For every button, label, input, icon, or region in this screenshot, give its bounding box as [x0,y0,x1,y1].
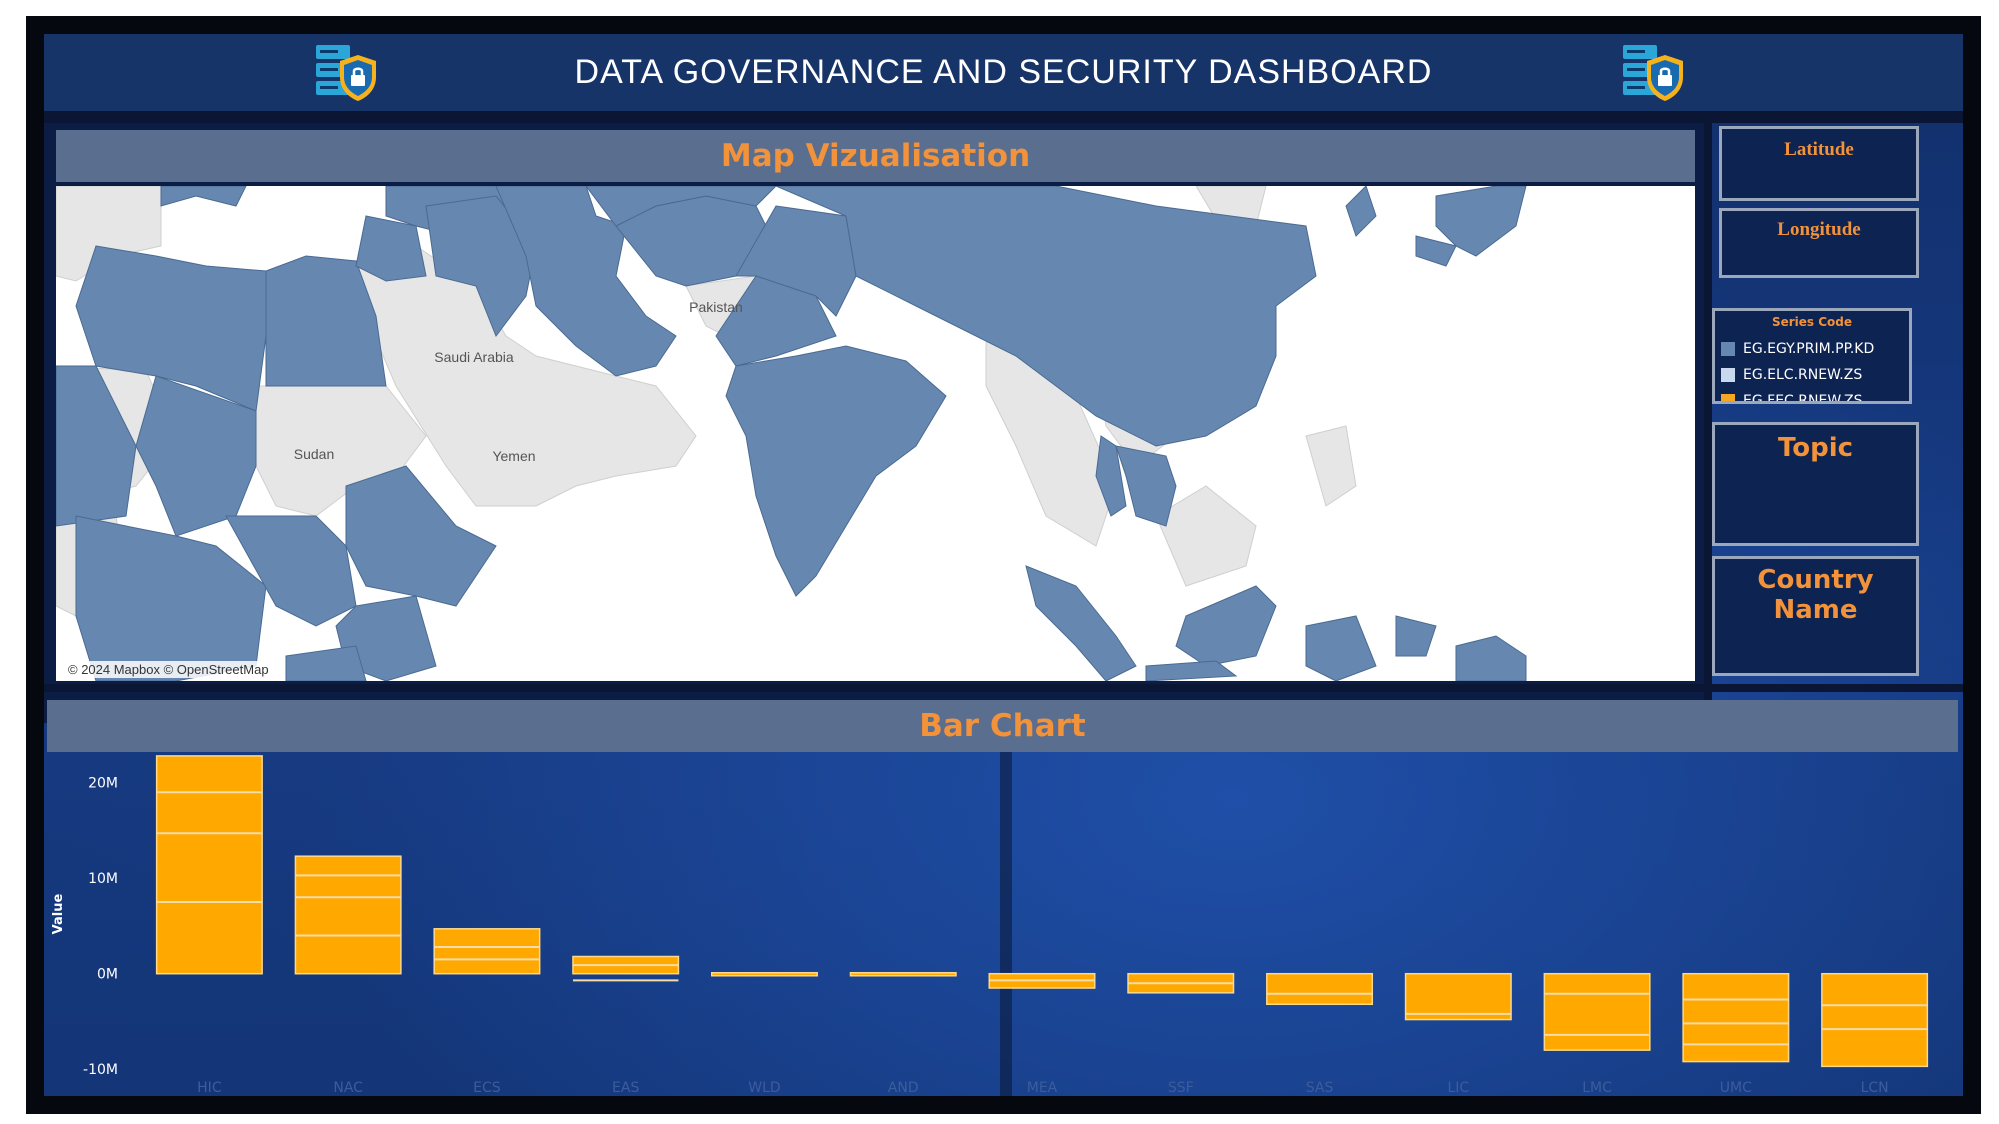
country-name-filter[interactable]: Country Name [1712,556,1919,676]
map-label-sudan: Sudan [294,446,334,462]
legend-swatch [1721,394,1735,401]
x-tick-label: NAC [333,1080,363,1096]
y-tick-label: 10M [88,871,118,887]
legend-swatch [1721,342,1735,356]
longitude-filter[interactable]: Longitude [1719,208,1919,278]
x-tick-label: AND [888,1080,919,1096]
series-code-legend[interactable]: Series Code EG.EGY.PRIM.PP.KD EG.ELC.RNE… [1712,308,1912,404]
bar-wld[interactable] [710,971,818,977]
legend-item[interactable]: EG.EGY.PRIM.PP.KD [1721,341,1874,357]
divider [44,684,1963,692]
x-tick-label: UMC [1720,1080,1752,1096]
map-title: Map Vizualisation [56,130,1695,182]
legend-item[interactable]: EG.ELC.RNEW.ZS [1721,367,1862,383]
bar-lic[interactable] [1404,972,1512,1021]
legend-item[interactable]: EG.FEC.RNEW.ZS [1721,393,1863,404]
x-tick-label: SSF [1168,1080,1194,1096]
x-tick-label: MEA [1027,1080,1058,1096]
map-canvas[interactable]: Pakistan Saudi Arabia Sudan Yemen [56,186,1695,681]
bar-lcn[interactable] [1821,972,1929,1068]
legend-item-label: EG.EGY.PRIM.PP.KD [1743,341,1875,357]
x-tick-label: ECS [473,1080,501,1096]
longitude-label: Longitude [1777,219,1861,240]
topic-filter[interactable]: Topic [1712,422,1919,546]
latitude-label: Latitude [1784,139,1854,160]
page-title: DATA GOVERNANCE AND SECURITY DASHBOARD [574,53,1433,91]
x-tick-label: EAS [612,1080,639,1096]
latitude-filter[interactable]: Latitude [1719,126,1919,201]
bar-umc[interactable] [1682,972,1790,1063]
bar-chart-title: Bar Chart [47,700,1958,752]
map-label-yemen: Yemen [492,448,535,464]
x-tick-label: LIC [1447,1080,1469,1096]
x-tick-label: WLD [748,1080,780,1096]
bar-ecs[interactable] [433,928,541,975]
map-label-pakistan: Pakistan [689,299,743,315]
x-tick-label: SAS [1306,1080,1334,1096]
dashboard: DATA GOVERNANCE AND SECURITY DASHBOARD M… [44,34,1963,1096]
legend-title: Series Code [1771,315,1853,329]
map-label-saudi-arabia: Saudi Arabia [434,349,514,365]
map-visualization[interactable]: Pakistan Saudi Arabia Sudan Yemen © 2024… [56,186,1695,681]
y-tick-label: -10M [83,1062,118,1078]
divider [1000,744,1012,1096]
legend-swatch [1721,368,1735,382]
legend-item-label: EG.ELC.RNEW.ZS [1743,367,1863,383]
dashboard-header: DATA GOVERNANCE AND SECURITY DASHBOARD [44,34,1963,111]
x-tick-label: HIC [197,1080,222,1096]
bar-nac[interactable] [294,855,402,975]
y-tick-label: 0M [97,967,118,983]
country-name-label: Country Name [1757,565,1874,625]
y-axis-label: Value [51,893,66,934]
bar-lmc[interactable] [1543,972,1651,1051]
y-tick-label: 20M [88,776,118,792]
divider [1704,123,1712,723]
legend-item-label: EG.FEC.RNEW.ZS [1743,393,1863,404]
bar-and[interactable] [849,971,957,977]
bar-chart-canvas: 20M 10M 0M -10M Value HIC NAC ECS EAS WLD AND MEA SS… [51,755,1929,1096]
server-lock-icon [1623,45,1683,101]
map-attribution[interactable]: © 2024 Mapbox © OpenStreetMap [64,661,273,678]
divider [44,111,1963,123]
server-lock-icon [316,45,376,101]
x-tick-label: LMC [1582,1080,1612,1096]
bar-chart: 20M 10M 0M -10M Value HIC NAC ECS EAS WLD AND MEA SS… [44,754,1963,1096]
bar-hic[interactable] [155,755,263,975]
topic-label: Topic [1777,433,1854,463]
x-tick-label: LCN [1861,1080,1889,1096]
bar-sas[interactable] [1266,972,1374,1006]
